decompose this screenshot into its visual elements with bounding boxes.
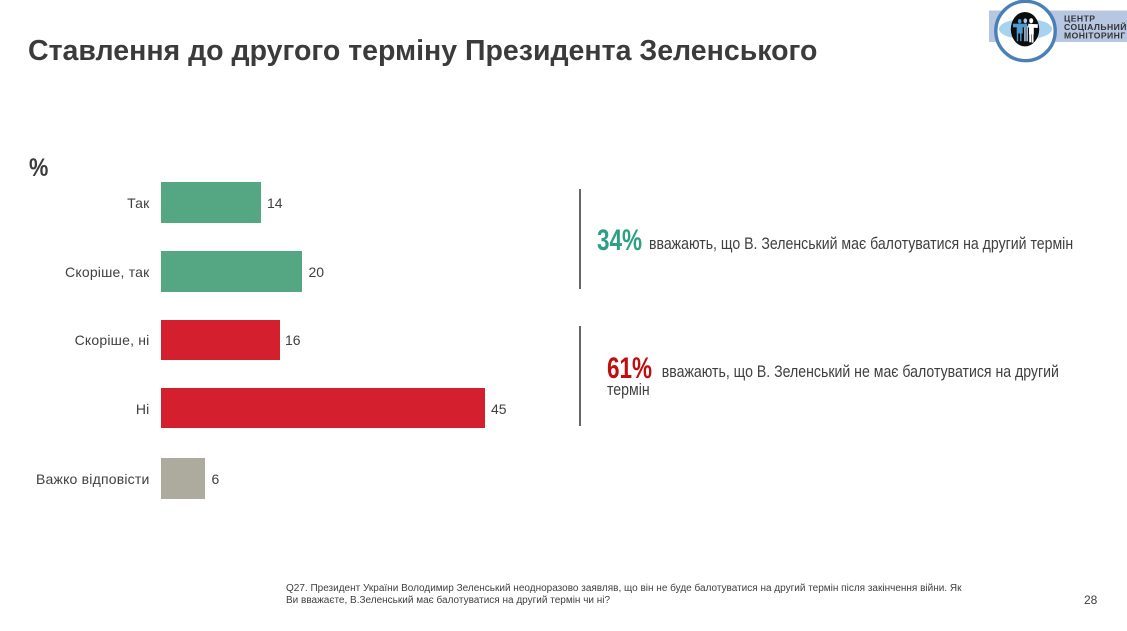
svg-text:СОЦІАЛЬНИЙ: СОЦІАЛЬНИЙ <box>1064 21 1127 32</box>
svg-text:МОНІТОРИНГ: МОНІТОРИНГ <box>1064 31 1126 41</box>
svg-text:ЦЕНТР: ЦЕНТР <box>1064 14 1095 24</box>
